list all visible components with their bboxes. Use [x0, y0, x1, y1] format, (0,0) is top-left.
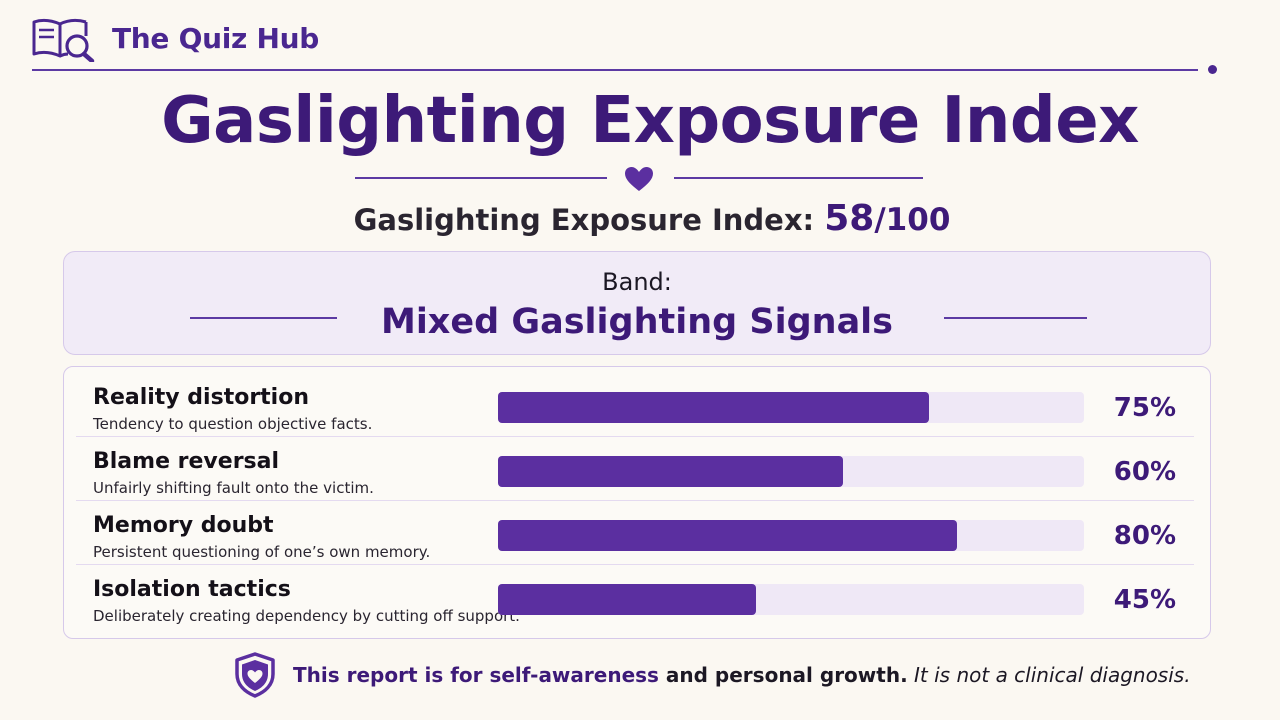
metric-row: Blame reversal Unfairly shifting fault o…	[64, 437, 1210, 501]
metric-name: Isolation tactics	[93, 577, 291, 602]
heart-icon	[625, 167, 653, 191]
progress-track	[498, 520, 1084, 551]
progress-fill	[498, 392, 929, 423]
metric-name: Memory doubt	[93, 513, 274, 538]
metric-percent: 45%	[1113, 585, 1176, 615]
title-divider-left	[355, 177, 607, 179]
score-line: Gaslighting Exposure Index: 58/100	[0, 198, 1280, 239]
band-rule-right	[944, 317, 1087, 319]
disclaimer-part-1: This report is for self-awareness	[293, 663, 659, 687]
title-divider-right	[674, 177, 923, 179]
row-divider	[76, 563, 1194, 565]
progress-fill	[498, 520, 958, 551]
band-label: Band:	[602, 268, 672, 296]
brand[interactable]: The Quiz Hub	[30, 14, 319, 62]
progress-fill	[498, 584, 757, 615]
disclaimer-part-3: It is not a clinical diagnosis.	[907, 663, 1191, 687]
metric-row: Memory doubt Persistent questioning of o…	[64, 501, 1210, 565]
header-dot	[1208, 65, 1217, 74]
book-magnifier-icon	[32, 18, 95, 62]
metrics-card: Reality distortion Tendency to question …	[63, 366, 1211, 639]
band-value: Mixed Gaslighting Signals	[380, 302, 894, 342]
progress-fill	[498, 456, 843, 487]
metric-row: Isolation tactics Deliberately creating …	[64, 565, 1210, 629]
score-value: 58	[824, 198, 875, 239]
row-divider	[76, 499, 1194, 501]
row-divider	[76, 435, 1194, 437]
shield-heart-icon	[235, 652, 275, 698]
metric-row: Reality distortion Tendency to question …	[64, 373, 1210, 437]
band-panel: Band: Mixed Gaslighting Signals	[63, 251, 1211, 355]
progress-track	[498, 584, 1084, 615]
brand-name: The Quiz Hub	[112, 21, 319, 55]
disclaimer-part-2: and personal growth.	[658, 663, 908, 687]
metric-name: Reality distortion	[93, 385, 310, 410]
metric-percent: 80%	[1113, 521, 1176, 551]
header-rule	[32, 69, 1198, 71]
metric-description: Unfairly shifting fault onto the victim.	[93, 479, 374, 497]
metric-percent: 60%	[1113, 457, 1176, 487]
score-max: /100	[874, 202, 951, 238]
metric-description: Persistent questioning of one’s own memo…	[93, 543, 431, 561]
progress-track	[498, 392, 1084, 423]
metric-name: Blame reversal	[93, 449, 280, 474]
score-label: Gaslighting Exposure Index:	[353, 203, 815, 237]
band-rule-left	[190, 317, 337, 319]
page-title: Gaslighting Exposure Index	[161, 84, 1139, 158]
progress-track	[498, 456, 1084, 487]
metric-description: Tendency to question objective facts.	[93, 415, 373, 433]
disclaimer-text: This report is for self-awareness and pe…	[293, 663, 1191, 687]
disclaimer: This report is for self-awareness and pe…	[233, 652, 1191, 698]
metric-percent: 75%	[1113, 393, 1176, 423]
metric-description: Deliberately creating dependency by cutt…	[93, 607, 520, 625]
